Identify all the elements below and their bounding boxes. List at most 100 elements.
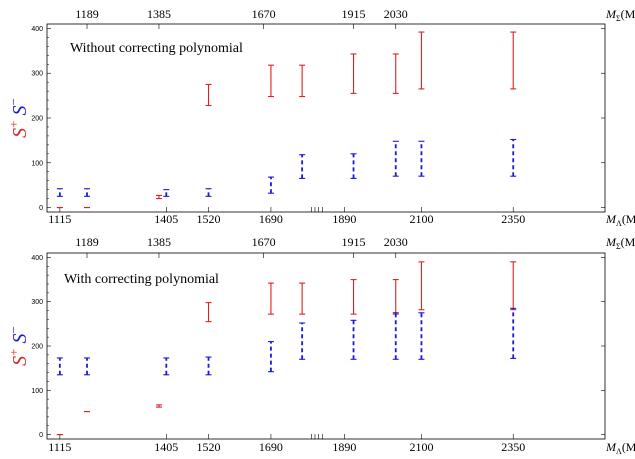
x-tick-label: 1520 [197, 440, 221, 454]
s-minus-errorbar [510, 138, 517, 177]
s-minus-errorbar [350, 153, 357, 179]
y-axis-label: S+S− [6, 326, 31, 366]
s-plus-errorbar [350, 279, 357, 315]
x-axis-label-unit: (MeV) [622, 212, 635, 226]
top-tick-label: 2030 [384, 235, 408, 249]
s-minus-errorbar [84, 188, 91, 197]
top-axis-label-subscript: Σ [616, 242, 621, 251]
s-minus-errorbar [205, 188, 212, 197]
top-tick-label: 2030 [384, 7, 408, 21]
s-plus-errorbar [205, 83, 212, 107]
y-tick-label: 400 [31, 26, 43, 33]
s-minus-errorbar [56, 357, 63, 376]
s-plus-errorbar [155, 194, 162, 200]
y-tick-label: 100 [31, 388, 43, 395]
s-minus-errorbar [267, 176, 274, 194]
y-tick-label: 100 [31, 160, 43, 167]
top-axis-label-symbol: M [605, 7, 617, 21]
x-tick-label: 1115 [48, 440, 71, 454]
x-axis-label-unit: (MeV) [622, 440, 635, 454]
s-minus-errorbar [84, 357, 91, 376]
s-minus-errorbar [510, 307, 517, 359]
top-tick-label: 1385 [147, 7, 171, 21]
y-axis-label: S+S− [6, 98, 31, 138]
s-plus-errorbar [392, 279, 399, 315]
s-plus-errorbar [418, 31, 425, 90]
s-minus-errorbar [392, 140, 399, 177]
s-minus-errorbar [205, 356, 212, 376]
s-plus-errorbar [205, 302, 212, 323]
x-tick-label: 1690 [259, 440, 283, 454]
s-minus-errorbar [418, 312, 425, 360]
ylabel-minus-sign: − [6, 98, 21, 105]
x-tick-label: 1520 [197, 212, 221, 226]
ylabel-s-minus: S [9, 106, 31, 116]
x-tick-label: 1405 [154, 212, 178, 226]
x-tick-label: 2350 [501, 212, 525, 226]
top-tick-label: 1670 [252, 235, 276, 249]
s-plus-errorbar [392, 53, 399, 94]
s-minus-errorbar [350, 319, 357, 360]
s-minus-errorbar [56, 188, 63, 197]
x-tick-label: 1405 [154, 440, 178, 454]
top-tick-label: 1385 [147, 235, 171, 249]
x-axis-label-subscript: Λ [616, 447, 622, 456]
s-plus-errorbar [267, 282, 274, 315]
x-tick-label: 1890 [332, 212, 356, 226]
s-minus-errorbar [267, 341, 274, 373]
s-minus-errorbar [163, 189, 170, 197]
top-tick-label: 1189 [75, 235, 99, 249]
s-plus-errorbar [418, 261, 425, 311]
s-plus-errorbar [510, 261, 517, 311]
s-plus-errorbar [350, 53, 357, 94]
panel-title: With correcting polynomial [64, 272, 219, 287]
chart-panel-1: 0 100 200 300 400 1115 1405 1520 1690 1890 2100 235… [6, 7, 635, 228]
ylabel-minus-sign: − [6, 326, 21, 333]
top-axis-label-unit: (MeV) [621, 7, 635, 21]
x-tick-label: 1115 [48, 212, 71, 226]
ylabel-plus-sign: + [6, 349, 21, 356]
x-tick-label: 2100 [409, 440, 433, 454]
chart-panel-2: 0 100 200 300 400 1115 1405 1520 1690 1890 2100 235… [6, 235, 635, 456]
y-tick-label: 300 [31, 299, 43, 306]
x-tick-label: 2350 [501, 440, 525, 454]
top-tick-label: 1189 [75, 7, 99, 21]
x-tick-label: 1690 [259, 212, 283, 226]
panel-title: Without correcting polynomial [70, 41, 243, 56]
x-axis-label-subscript: Λ [616, 219, 622, 228]
top-axis-label: MΣ(MeV) [605, 7, 635, 23]
s-minus-errorbar [392, 312, 399, 360]
y-tick-label: 300 [31, 71, 43, 78]
s-minus-errorbar [299, 154, 306, 179]
top-tick-label: 1915 [342, 7, 366, 21]
top-axis-label-subscript: Σ [616, 14, 621, 23]
x-axis-label-symbol: M [605, 212, 617, 226]
ylabel-s-minus: S [9, 334, 31, 344]
top-axis-label-symbol: M [605, 235, 617, 249]
ylabel-s-plus: S [9, 128, 31, 138]
y-tick-label: 0 [39, 432, 43, 439]
top-axis-label: MΣ(MeV) [605, 235, 635, 251]
s-plus-errorbar [299, 282, 306, 315]
ylabel-plus-sign: + [6, 121, 21, 128]
y-tick-label: 400 [31, 255, 43, 262]
ylabel-s-plus: S [9, 356, 31, 366]
s-minus-errorbar [418, 140, 425, 177]
s-minus-errorbar [163, 357, 170, 376]
s-plus-errorbar [510, 31, 517, 90]
y-tick-label: 0 [39, 205, 43, 212]
x-axis-label: MΛ(MeV) [605, 212, 635, 228]
top-tick-label: 1915 [342, 235, 366, 249]
x-axis-label-symbol: M [605, 440, 617, 454]
s-plus-errorbar [267, 64, 274, 98]
s-plus-errorbar [299, 64, 306, 98]
x-axis-label: MΛ(MeV) [605, 440, 635, 456]
top-tick-label: 1670 [252, 7, 276, 21]
x-tick-label: 1890 [332, 440, 356, 454]
y-tick-label: 200 [31, 344, 43, 351]
s-minus-errorbar [299, 322, 306, 360]
y-tick-label: 200 [31, 116, 43, 123]
s-plus-errorbar [155, 404, 162, 408]
top-axis-label-unit: (MeV) [621, 235, 635, 249]
